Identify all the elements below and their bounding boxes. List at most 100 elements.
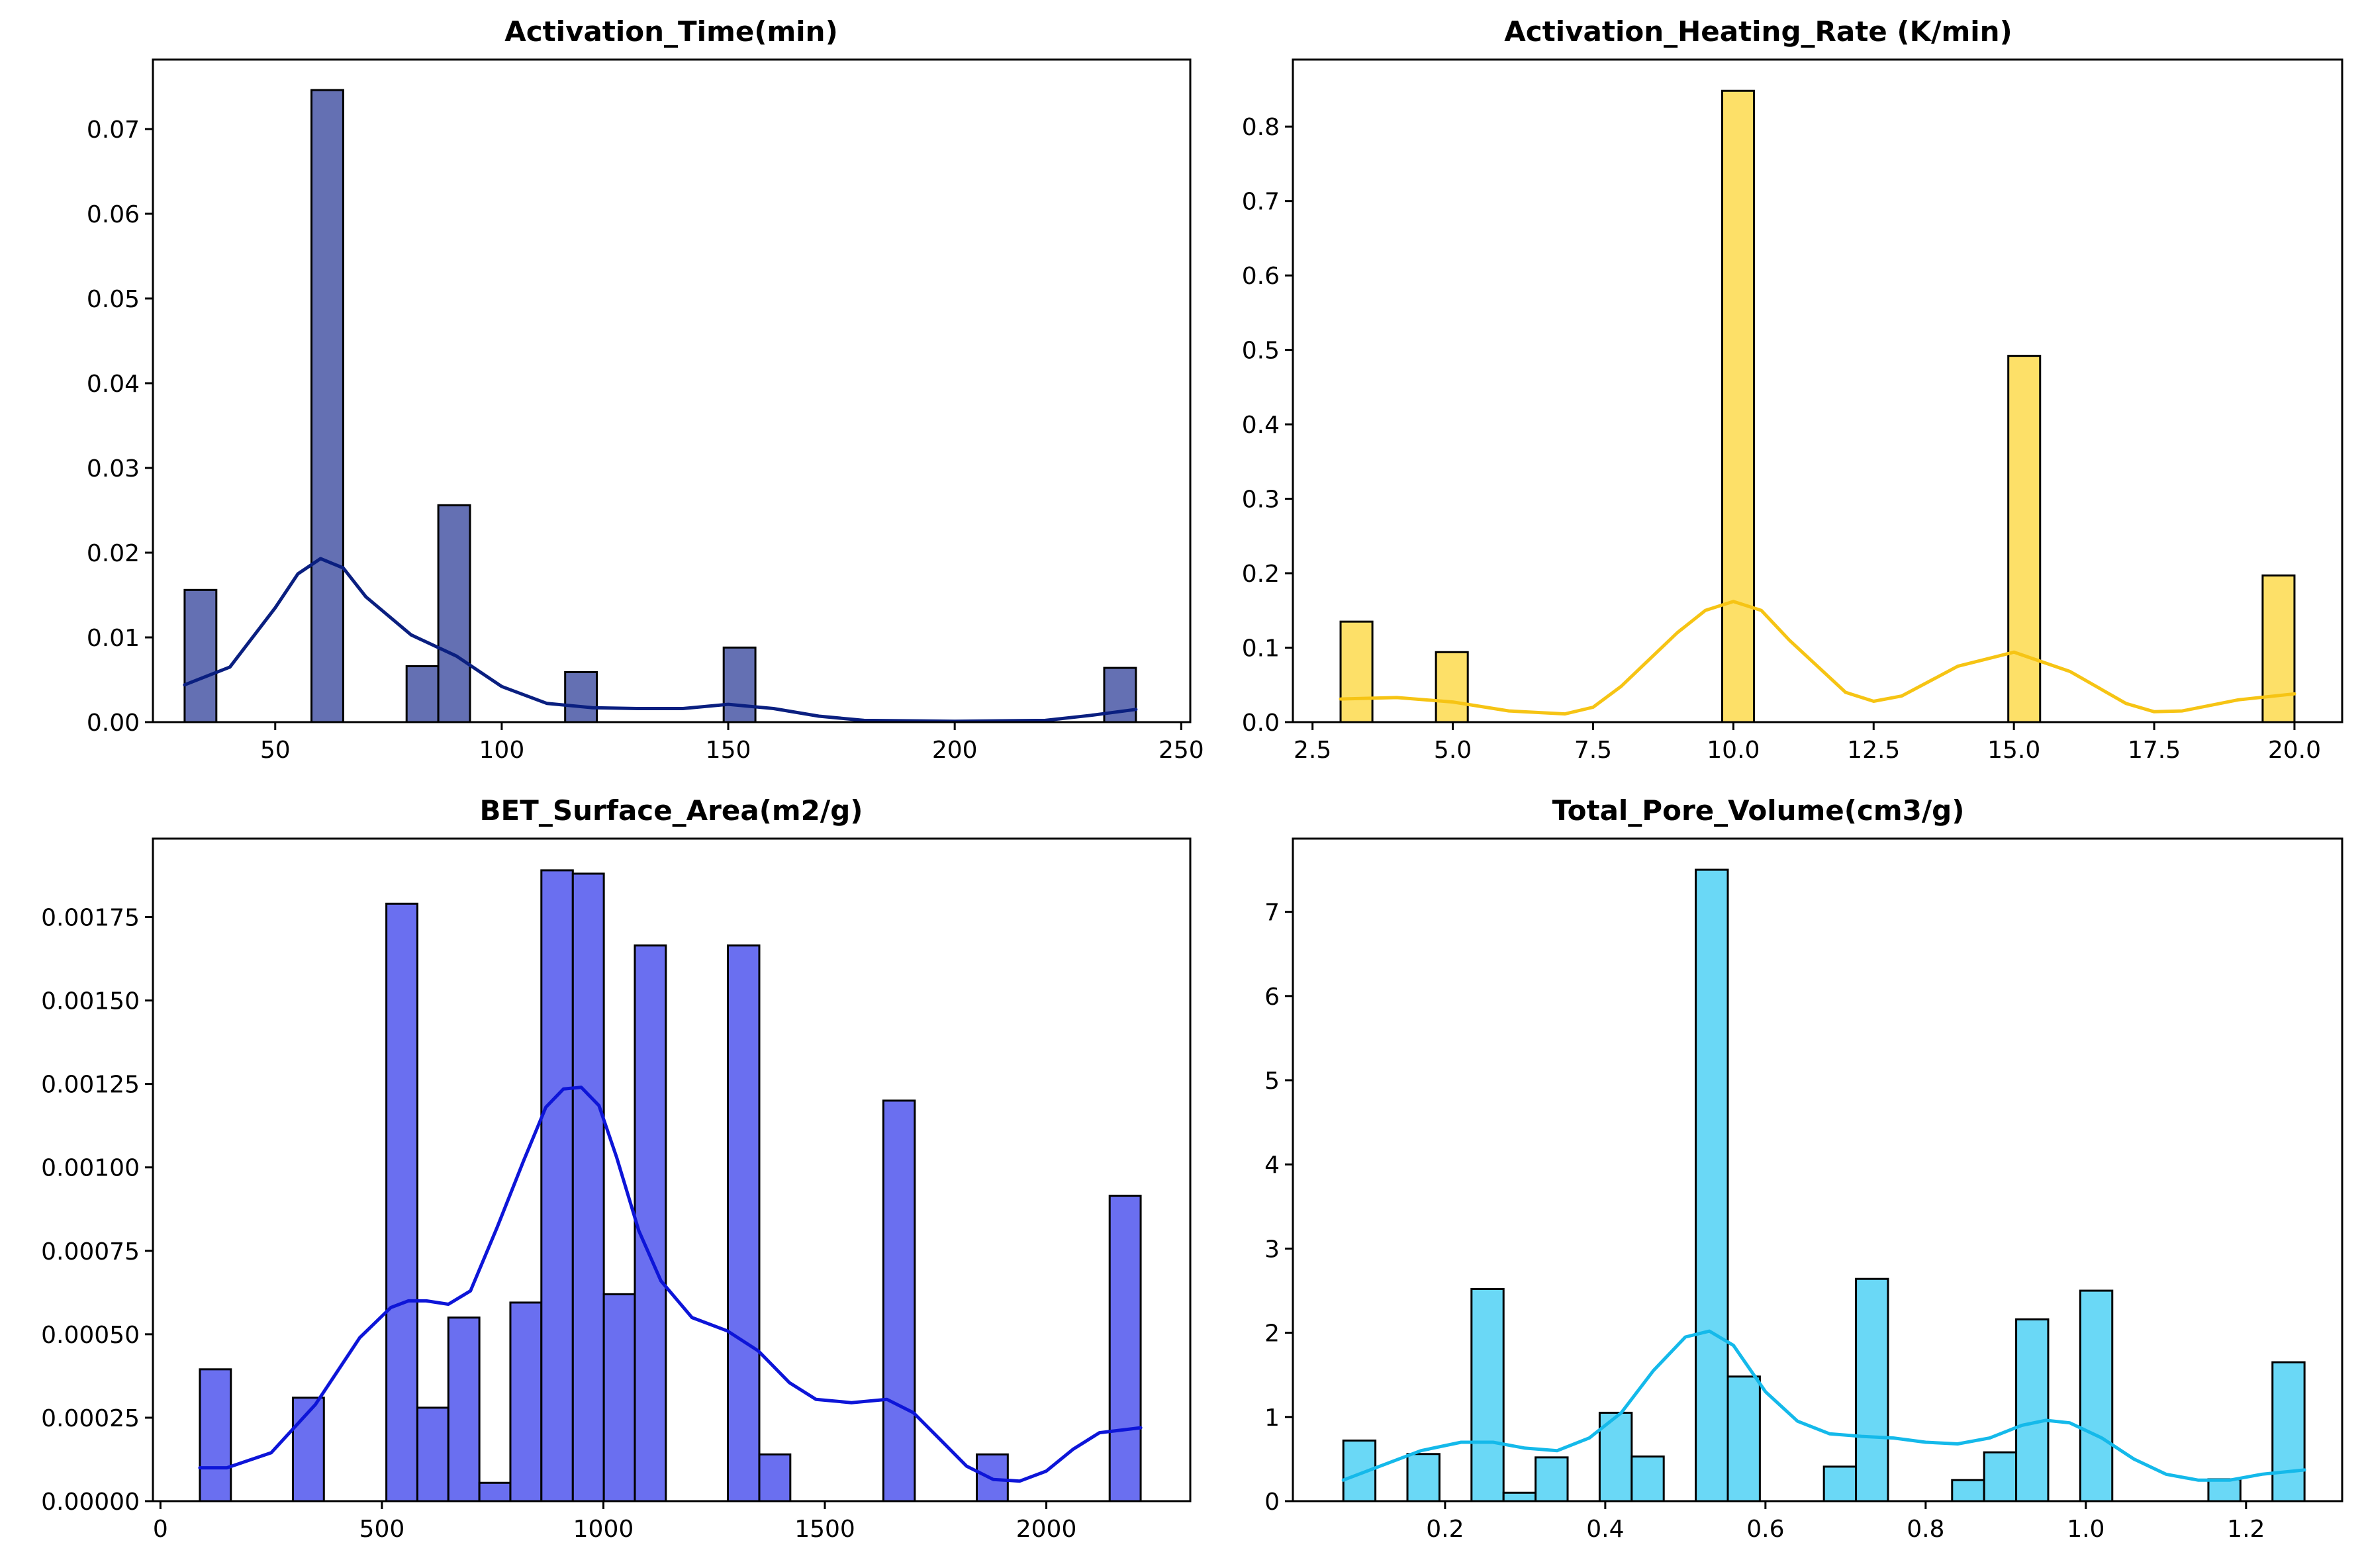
- histogram-bar: [1951, 1479, 1985, 1502]
- y-tick-label: 0.02: [87, 540, 140, 567]
- y-tick-label: 0.00100: [41, 1155, 140, 1182]
- y-tick-label: 0.0: [1242, 710, 1280, 737]
- y-tick-label: 0.7: [1242, 189, 1280, 216]
- histogram-bar: [1822, 1465, 1858, 1502]
- x-tick-label: 0.8: [1907, 1516, 1944, 1543]
- histogram-bar: [602, 1293, 636, 1502]
- panel-total-pore-volume: Total_Pore_Volume(cm3/g) 0.2 0.4 0.6 0.8 1.0…: [1264, 794, 2343, 1543]
- y-tick-label: 0.5: [1242, 338, 1280, 365]
- histogram-bar: [1721, 89, 1755, 723]
- x-tick-label: 2000: [1016, 1516, 1077, 1543]
- histogram-bar: [1695, 868, 1729, 1502]
- panel-title-activation-heating-rate: Activation_Heating_Rate (K/min): [1504, 15, 2012, 48]
- x-tick-label: 17.5: [2128, 737, 2181, 764]
- histogram-bar: [882, 1099, 916, 1502]
- y-tick-label: 2: [1264, 1320, 1280, 1348]
- y-tick-label: 0.00050: [41, 1322, 140, 1349]
- histogram-bar: [1631, 1455, 1665, 1502]
- x-tick-label: 0.4: [1586, 1516, 1624, 1543]
- x-tick-label: 500: [359, 1516, 405, 1543]
- y-tick-label: 1: [1264, 1405, 1280, 1432]
- histogram-bar: [2007, 355, 2042, 723]
- y-tick-label: 0.03: [87, 455, 140, 483]
- panel-title-activation-time: Activation_Time(min): [504, 15, 838, 48]
- panel-title-total-pore-volume: Total_Pore_Volume(cm3/g): [1552, 794, 1965, 827]
- y-tick-label: 0.00000: [41, 1489, 140, 1516]
- panel-title-bet-surface-area: BET_Surface_Area(m2/g): [479, 794, 863, 827]
- panel-activation-time: Activation_Time(min) 50 100 150 200 250 0.00 0…: [87, 15, 1204, 764]
- x-tick-label: 1.0: [2067, 1516, 2104, 1543]
- histogram-bar: [634, 944, 667, 1502]
- histogram-bar: [385, 902, 418, 1502]
- histogram-bar: [1470, 1287, 1505, 1502]
- y-tick-label: 0.00025: [41, 1405, 140, 1432]
- y-tick-label: 0.00175: [41, 905, 140, 932]
- histogram-bar: [291, 1397, 325, 1502]
- y-tick-label: 0.4: [1242, 412, 1280, 439]
- y-tick-label: 0.06: [87, 201, 140, 228]
- y-tick-label: 4: [1264, 1152, 1280, 1179]
- x-tick-label: 200: [932, 737, 978, 764]
- x-tick-label: 0: [153, 1516, 168, 1543]
- histogram-bar: [1435, 651, 1469, 723]
- x-tick-label: 1.2: [2227, 1516, 2265, 1543]
- histogram-bar: [1726, 1375, 1761, 1502]
- histogram-bar: [2271, 1361, 2306, 1502]
- x-tick-label: 0.6: [1746, 1516, 1784, 1543]
- histogram-bar: [2261, 574, 2296, 723]
- x-tick-label: 7.5: [1574, 737, 1612, 764]
- y-tick-label: 6: [1264, 984, 1280, 1011]
- histogram-bar: [405, 665, 440, 723]
- y-tick-label: 0: [1264, 1489, 1280, 1516]
- panel-activation-heating-rate: Activation_Heating_Rate (K/min) 2.5 5.0 7.…: [1242, 15, 2343, 764]
- kde-curve: [1341, 1329, 2306, 1482]
- axes-frame: [1292, 58, 2343, 723]
- y-tick-label: 0.04: [87, 371, 140, 398]
- histogram-bar: [540, 869, 574, 1502]
- y-tick-label: 5: [1264, 1068, 1280, 1095]
- x-tick-label: 20.0: [2268, 737, 2321, 764]
- histogram-bar: [1983, 1451, 2018, 1502]
- x-tick-label: 5.0: [1434, 737, 1472, 764]
- x-tick-label: 2.5: [1294, 737, 1331, 764]
- x-tick-label: 0.2: [1426, 1516, 1464, 1543]
- axes-frame: [1292, 837, 2343, 1502]
- histogram-bar: [183, 588, 218, 723]
- y-tick-label: 0.00150: [41, 988, 140, 1015]
- x-tick-label: 250: [1158, 737, 1204, 764]
- x-tick-label: 50: [260, 737, 291, 764]
- y-tick-label: 0.07: [87, 116, 140, 144]
- histogram-bar: [2015, 1318, 2050, 1502]
- histogram-bar: [199, 1368, 232, 1502]
- panel-bet-surface-area: BET_Surface_Area(m2/g) 0 500 1000 1500 2000 0…: [41, 794, 1192, 1543]
- y-tick-label: 0.00125: [41, 1072, 140, 1099]
- histogram-bar: [2079, 1289, 2114, 1502]
- kde-curve: [183, 557, 1138, 723]
- x-tick-label: 12.5: [1847, 737, 1900, 764]
- kde-curve: [198, 1085, 1143, 1483]
- histogram-bar: [447, 1316, 481, 1502]
- y-tick-label: 0.2: [1242, 561, 1280, 588]
- histogram-bar: [416, 1407, 449, 1502]
- histogram-bar: [1339, 620, 1374, 723]
- histogram-bar: [2207, 1478, 2242, 1502]
- x-tick-label: 10.0: [1707, 737, 1760, 764]
- y-tick-label: 0.1: [1242, 635, 1280, 663]
- histogram-bar: [478, 1481, 512, 1502]
- axes-frame: [152, 58, 1192, 723]
- histogram-bar: [509, 1301, 543, 1502]
- kde-curve: [1339, 600, 2296, 716]
- y-tick-label: 0.01: [87, 625, 140, 652]
- x-tick-label: 1000: [573, 1516, 634, 1543]
- y-tick-label: 0.3: [1242, 486, 1280, 514]
- histogram-bar: [1406, 1453, 1441, 1502]
- histogram-bar: [1108, 1195, 1142, 1502]
- histogram-bar: [564, 670, 598, 723]
- histogram-bar: [571, 872, 605, 1502]
- histogram-bar: [758, 1453, 792, 1502]
- x-tick-label: 150: [706, 737, 751, 764]
- x-tick-label: 1500: [794, 1516, 855, 1543]
- y-tick-label: 0.8: [1242, 114, 1280, 141]
